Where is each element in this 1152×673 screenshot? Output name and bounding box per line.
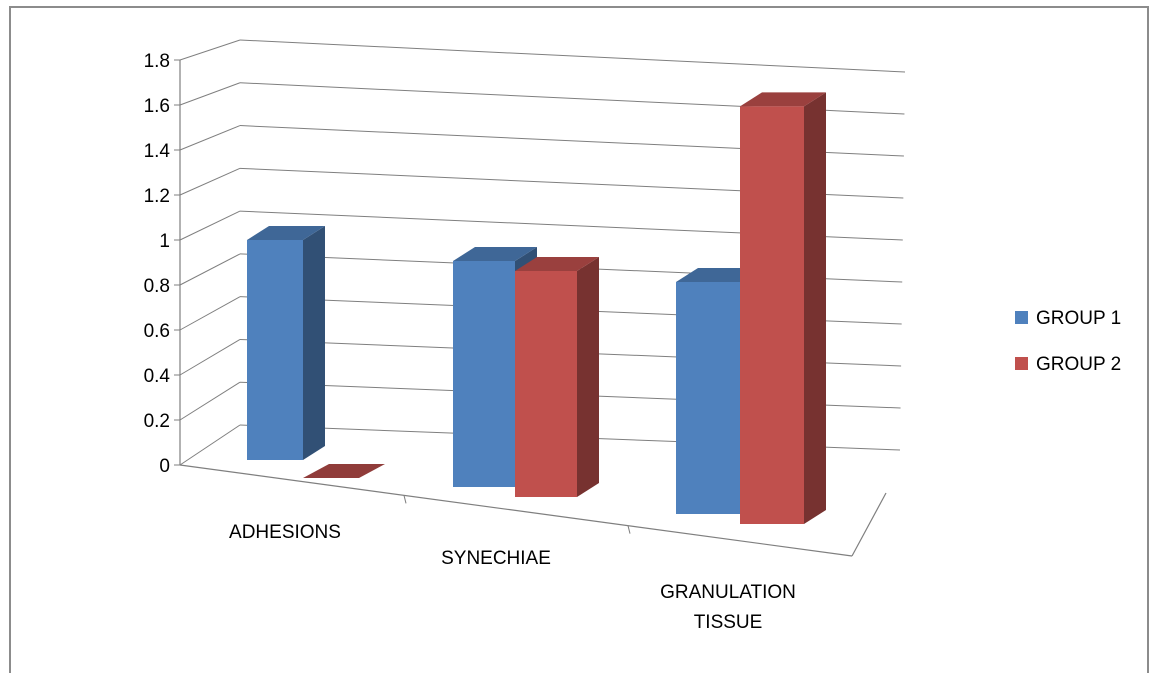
y-tick-label-1: 0.2 — [144, 411, 170, 432]
bar-granulation-tissue-group-2-top — [740, 92, 826, 107]
bars — [247, 92, 826, 525]
gridline-side-6 — [179, 167, 241, 196]
y-tick-label-2: 0.4 — [144, 366, 171, 387]
x-label-line-0: GRANULATION — [660, 582, 796, 603]
bar-adhesions-group-1-side — [303, 226, 325, 460]
legend-label-1: GROUP 1 — [1036, 308, 1121, 329]
bar-synechiae-group-1-top — [453, 247, 537, 261]
gridline-side-9 — [179, 39, 241, 61]
bar-synechiae-group-2-side — [577, 257, 599, 497]
x-category-tick-1 — [403, 495, 407, 504]
bar-granulation-tissue-group-2 — [740, 92, 826, 525]
legend-swatch-2 — [1015, 357, 1028, 370]
x-label-granulation-tissue: GRANULATION TISSUE — [660, 582, 796, 633]
x-label-adhesions: ADHESIONS — [229, 522, 341, 543]
gridline-side-2 — [179, 339, 241, 376]
bar-adhesions-group-1 — [247, 226, 325, 460]
y-tick-label-6: 1.2 — [144, 186, 170, 207]
y-tick-label-0: 0 — [159, 456, 170, 477]
gridline-side-7 — [179, 125, 241, 151]
y-axis-tick-labels: 0 0.2 0.4 0.6 0.8 1 1.2 1.4 1.6 1.8 — [144, 51, 171, 477]
y-tick-label-4: 0.8 — [144, 276, 170, 297]
y-tick-label-3: 0.6 — [144, 321, 170, 342]
bar-synechiae-group-2-front — [515, 271, 577, 497]
floor-right-edge — [851, 492, 887, 557]
floor-front-edge — [179, 464, 853, 557]
x-label-synechiae: SYNECHIAE — [441, 548, 551, 569]
chart-walls — [179, 60, 887, 557]
bar-synechiae-group-2-top — [515, 257, 599, 271]
bar-granulation-tissue-group-2-front — [740, 106, 804, 525]
legend: GROUP 1 GROUP 2 — [1015, 308, 1121, 375]
x-label-line-1: TISSUE — [694, 612, 763, 633]
legend-swatch-1 — [1015, 311, 1028, 324]
bar-adhesions-group-1-front — [247, 240, 303, 460]
x-axis-category-labels: ADHESIONS SYNECHIAE GRANULATION TISSUE — [229, 522, 796, 633]
gridline-side-0 — [179, 424, 241, 466]
x-category-tick-2 — [627, 525, 631, 534]
bar-adhesions-group-2-top — [303, 464, 385, 478]
y-tick-label-9: 1.8 — [144, 51, 170, 72]
y-tick-label-8: 1.6 — [144, 96, 170, 117]
gridline-side-5 — [179, 210, 241, 241]
gridline-side-8 — [179, 82, 241, 106]
y-tick-label-5: 1 — [159, 231, 170, 252]
gridline-side-1 — [179, 381, 241, 421]
bar-synechiae-group-2 — [515, 257, 599, 497]
legend-label-2: GROUP 2 — [1036, 354, 1121, 375]
bar-adhesions-group-2 — [303, 464, 385, 478]
bar-granulation-tissue-group-2-side — [804, 92, 826, 525]
y-tick-label-7: 1.4 — [144, 141, 171, 162]
bar-granulation-tissue-group-1-front — [676, 282, 740, 514]
bar-synechiae-group-1-front — [453, 261, 515, 487]
gridline-side-4 — [179, 253, 241, 286]
gridline-back-9 — [239, 39, 906, 73]
gridline-side-3 — [179, 296, 241, 331]
bar-adhesions-group-1-top — [247, 226, 325, 240]
